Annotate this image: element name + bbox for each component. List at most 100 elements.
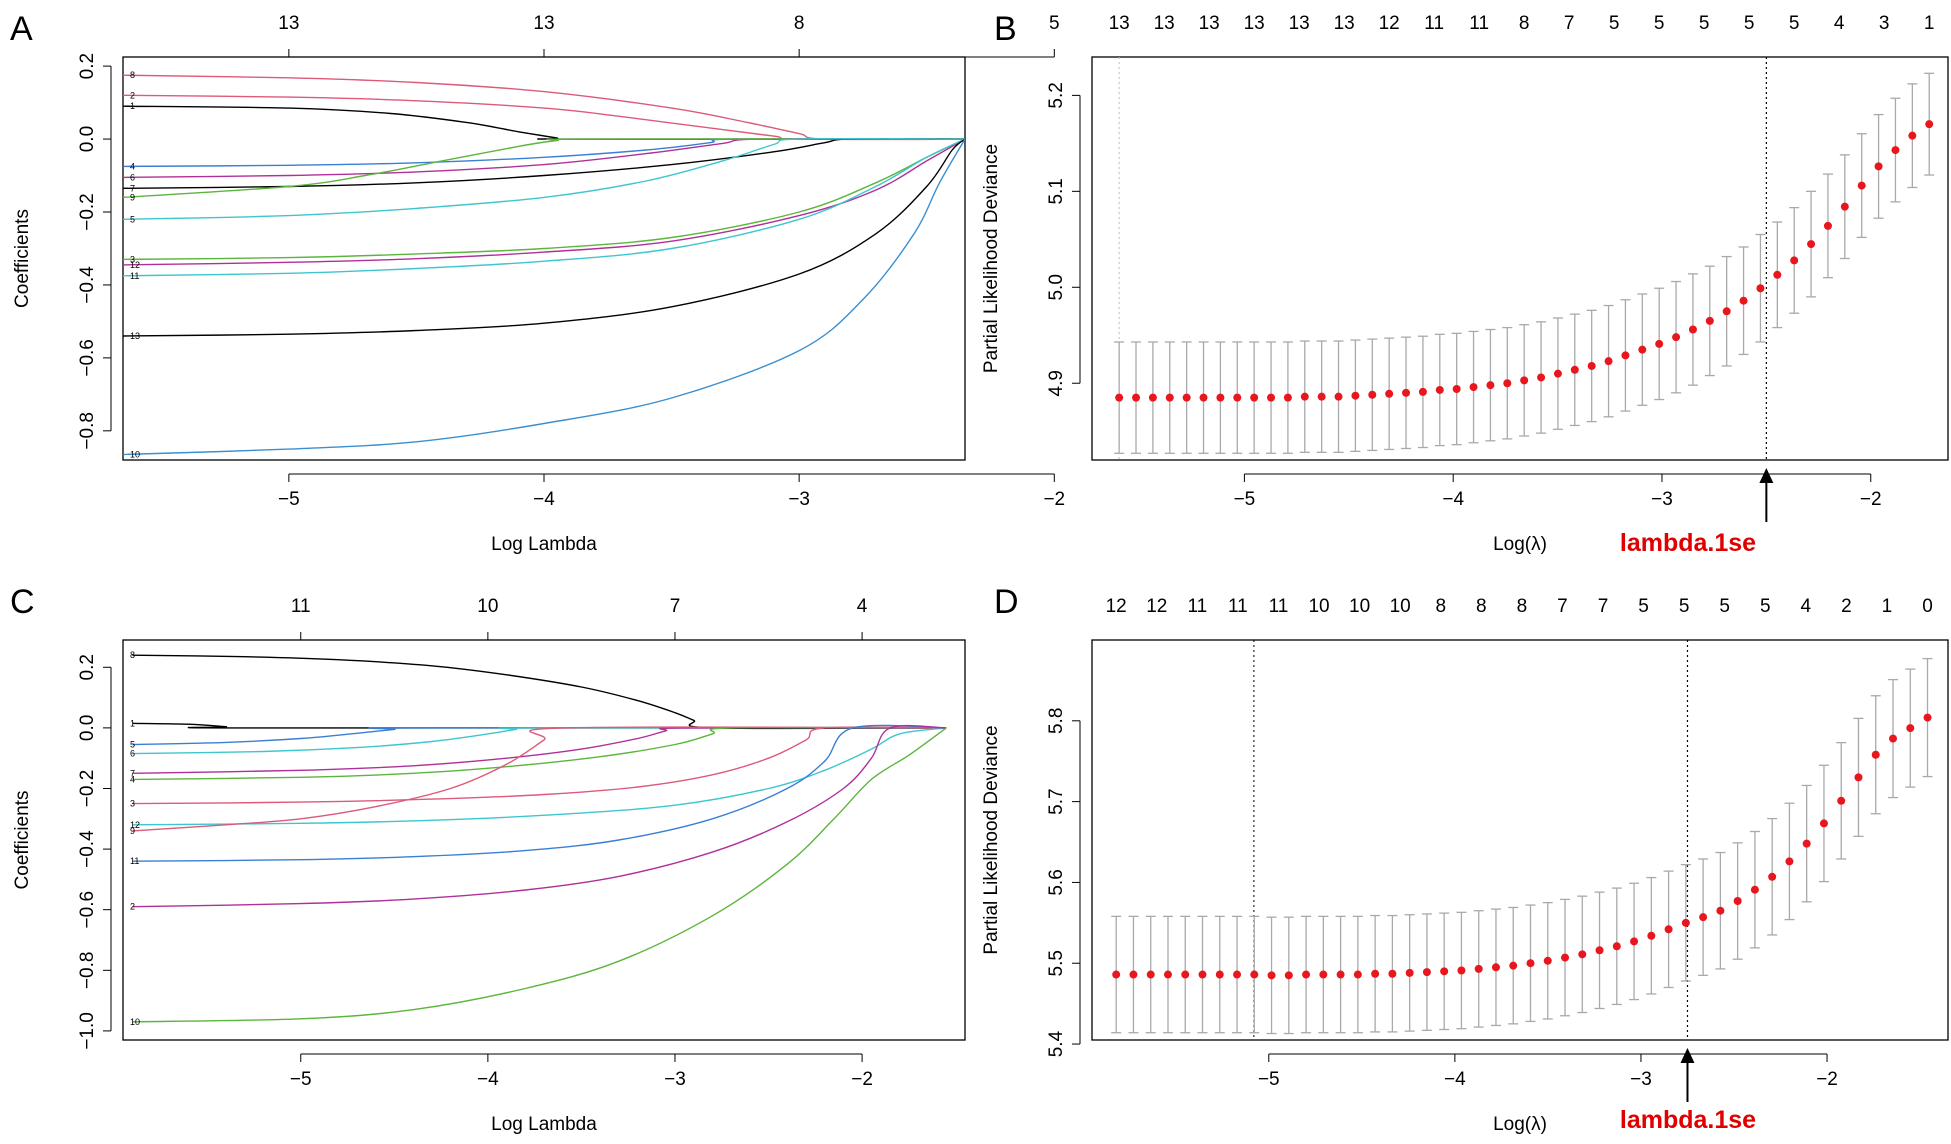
top-count-label: 5 [1760,596,1771,617]
mean-point [1181,970,1190,979]
y-tick-label: 5.2 [1046,82,1067,108]
top-count-label: 5 [1654,13,1665,34]
path-label-6: 6 [130,172,135,182]
top-count-label: 5 [1609,13,1620,34]
top-count-label: 7 [1557,596,1568,617]
mean-point [1233,970,1242,979]
y-tick-label: −0.4 [77,830,98,868]
mean-point [1543,956,1552,965]
top-count-label: 1 [1882,596,1893,617]
mean-point [1233,393,1242,402]
lambda-1se-label-d: lambda.1se [1620,1106,1756,1134]
deviance-cv-chart-b: −5 −4 −3 −2 4.9 5.0 5.1 5.2 Log(λ) Partial Likeli… [981,13,1949,555]
plot-frame [122,639,966,1041]
mean-point [1823,221,1832,230]
coef-path-7 [132,726,947,774]
mean-point [1756,284,1765,293]
mean-point [1388,969,1397,978]
top-tick-label: 8 [794,13,805,34]
mean-point [1561,953,1570,962]
mean-point [1819,819,1828,828]
top-count-label: 4 [1801,596,1812,617]
mean-point [1353,970,1362,979]
mean-point [1267,971,1276,980]
y-tick-label: 0.2 [77,53,98,79]
coef-path-8 [132,654,947,730]
y-tick-label: 0.0 [77,126,98,152]
mean-point [1750,885,1759,894]
x-tick-label: −5 [1258,1069,1280,1090]
mean-points [1112,713,1932,980]
top-count-label: 13 [1199,13,1220,34]
top-tick-label: 10 [477,596,498,617]
x-tick-label: −2 [851,1069,873,1090]
path-label-4: 4 [130,774,135,784]
coef-path-3 [132,726,947,805]
mean-point [1705,316,1714,325]
coef-path-3 [123,138,965,261]
top-count-label: 1 [1924,13,1935,34]
top-tick-label: 13 [533,13,554,34]
mean-point [1773,270,1782,279]
mean-point [1422,968,1431,977]
mean-point [1739,296,1748,305]
top-tick-label: 11 [291,596,311,617]
top-count-label: 0 [1922,596,1933,617]
panel-letter-c: C [10,583,35,621]
plot-frame [1091,639,1949,1041]
mean-point [1672,333,1681,342]
mean-point [1132,393,1141,402]
top-count-label: 10 [1308,596,1329,617]
mean-point [1621,351,1630,360]
mean-point [1681,918,1690,927]
mean-point [1537,373,1546,382]
y-tick-label: 5.7 [1046,788,1067,814]
mean-point [1503,379,1512,388]
path-label-8: 8 [130,70,135,80]
mean-point [1300,392,1309,401]
mean-point [1785,857,1794,866]
top-count-label: 11 [1187,596,1207,617]
mean-point [1612,942,1621,951]
plot-frame [1091,56,1949,461]
path-label-1: 1 [130,101,135,111]
coef-path-7 [123,138,965,189]
coef-path-12 [132,727,947,826]
lambda-arrow-head [1680,1048,1695,1063]
x-tick-label: −4 [477,1069,499,1090]
mean-point [1570,365,1579,374]
coef-path-1 [123,105,965,140]
x-tick-label: −2 [1860,489,1882,510]
top-count-label: 4 [1834,13,1845,34]
y-tick-label: 5.5 [1046,950,1067,976]
mean-point [1250,393,1259,402]
lambda-1se-label-b: lambda.1se [1620,529,1756,557]
x-tick-label: −5 [1234,489,1256,510]
lambda-arrow-head [1759,468,1774,483]
coef-path-2 [132,724,947,908]
mean-points [1115,120,1934,402]
mean-point [1491,963,1500,972]
coef-path-11 [123,138,965,277]
mean-point [1638,345,1647,354]
mean-point [1334,392,1343,401]
top-tick-label: 5 [1049,13,1060,34]
top-count-label: 10 [1349,596,1370,617]
mean-point [1630,937,1639,946]
top-count-label: 13 [1244,13,1265,34]
top-count-label: 7 [1598,596,1609,617]
mean-point [1336,970,1345,979]
path-label-12: 12 [130,260,140,270]
top-count-label: 13 [1289,13,1310,34]
mean-point [1889,734,1898,743]
x-tick-label: −2 [1043,489,1065,510]
mean-point [1857,181,1866,190]
mean-point [1368,390,1377,399]
mean-point [1807,240,1816,249]
mean-point [1435,385,1444,394]
x-tick-label: −2 [1816,1069,1838,1090]
path-label-10: 10 [130,1017,140,1027]
mean-point [1699,913,1708,922]
top-count-label: 12 [1379,13,1400,34]
coef-path-4 [132,726,947,781]
